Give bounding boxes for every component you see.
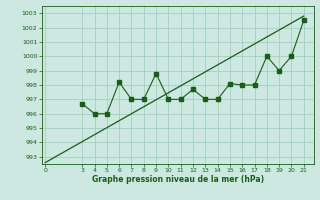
X-axis label: Graphe pression niveau de la mer (hPa): Graphe pression niveau de la mer (hPa)	[92, 175, 264, 184]
